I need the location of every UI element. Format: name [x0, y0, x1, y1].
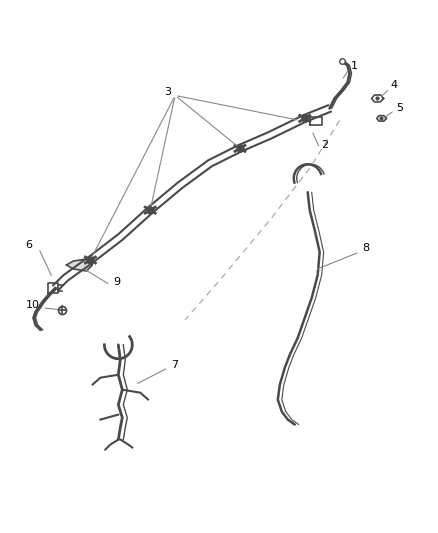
Text: 6: 6 — [25, 240, 32, 250]
Text: 1: 1 — [351, 61, 358, 70]
Text: 3: 3 — [165, 87, 172, 98]
Text: 2: 2 — [321, 140, 328, 150]
Text: 7: 7 — [172, 360, 179, 370]
Text: 8: 8 — [362, 243, 369, 253]
Text: 9: 9 — [113, 277, 120, 287]
Text: 4: 4 — [391, 80, 398, 91]
Polygon shape — [67, 259, 92, 271]
Text: 5: 5 — [396, 103, 403, 114]
Text: 10: 10 — [25, 300, 39, 310]
